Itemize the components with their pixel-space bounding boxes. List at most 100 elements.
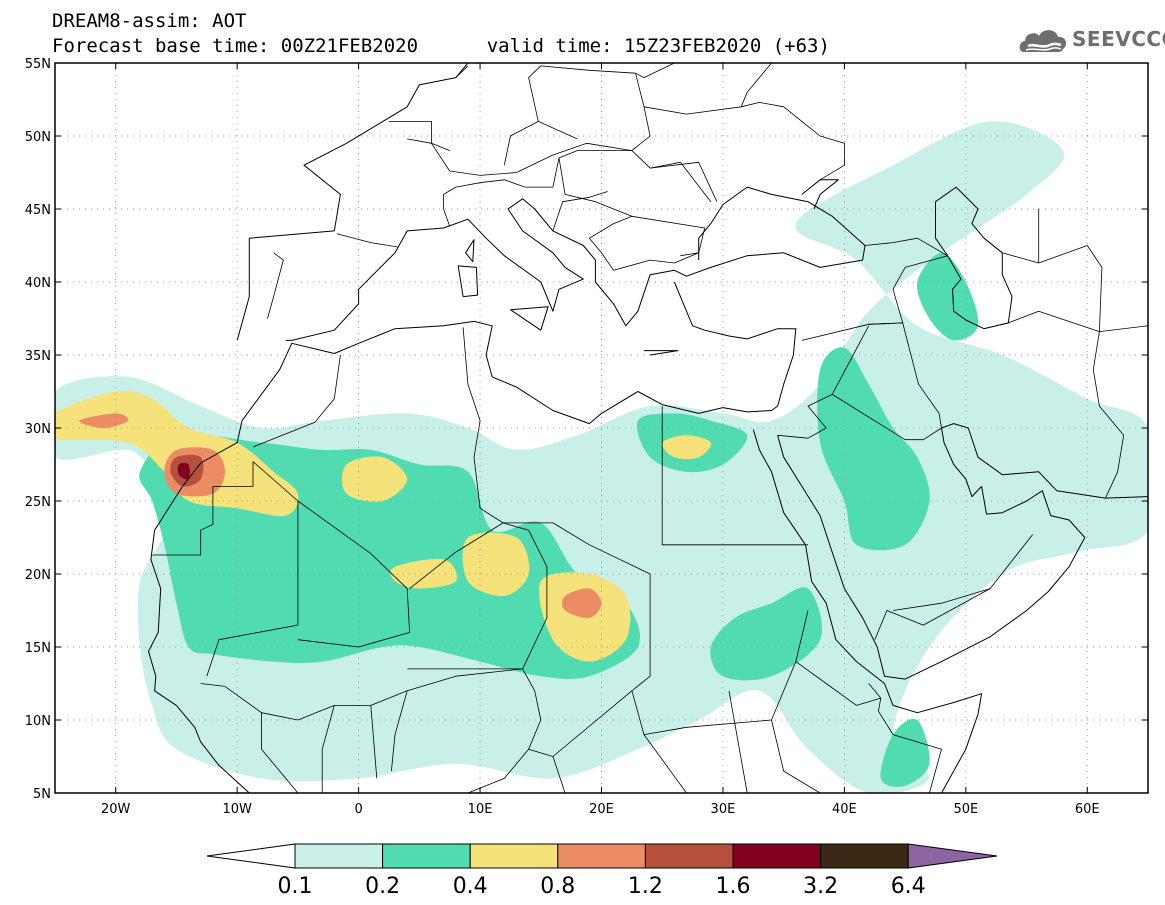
- dust-region-level-3: [341, 456, 408, 502]
- country-border: [728, 690, 748, 793]
- dust-region-level-6: [177, 462, 190, 480]
- coastlines: [148, 63, 1148, 793]
- dust-fields: [55, 121, 1148, 793]
- country-border: [650, 161, 718, 202]
- valid-time-value: 15Z23FEB2020 (+63): [623, 35, 830, 57]
- country-border: [152, 461, 254, 556]
- country-border: [868, 683, 942, 793]
- country-border: [522, 668, 633, 757]
- country-border: [321, 705, 335, 793]
- country-border: [389, 121, 432, 144]
- country-borders: [152, 63, 1148, 793]
- lon-tick-label: 10E: [468, 802, 493, 817]
- coastline: [752, 429, 983, 793]
- colorbar-level-label: 0.2: [365, 874, 400, 899]
- coastline: [644, 350, 679, 356]
- lat-tick-label: 5N: [33, 787, 51, 802]
- country-border: [206, 461, 299, 677]
- country-border: [552, 756, 566, 793]
- country-border: [864, 237, 948, 268]
- country-border: [589, 215, 699, 271]
- colorbar-level-label: 0.8: [540, 874, 575, 899]
- lat-tick-label: 40N: [25, 276, 51, 291]
- graticule: [55, 63, 1148, 793]
- lat-tick-label: 50N: [25, 130, 51, 145]
- longitude-axis: 20W 10W 0 10E 20E 30E 40E 50E 60E: [101, 63, 1100, 817]
- lon-tick-label: 30E: [711, 802, 736, 817]
- lon-tick-label: 0: [354, 802, 362, 817]
- coastline: [148, 281, 797, 793]
- valid-time-prefix: valid time:: [486, 35, 624, 57]
- country-border: [261, 712, 299, 793]
- dust-region-level-4: [562, 588, 602, 618]
- colorbar-segment: [294, 843, 384, 869]
- colorbar-level-label: 6.4: [891, 874, 926, 899]
- lat-tick-label: 30N: [25, 422, 51, 437]
- base-time-prefix: Forecast base time:: [52, 35, 281, 57]
- country-border: [643, 734, 687, 793]
- colorbar-segment: [732, 843, 822, 869]
- coastline: [510, 306, 549, 331]
- dust-region-level-3: [661, 435, 712, 459]
- coastline: [465, 239, 475, 263]
- lon-tick-label: 20E: [589, 802, 614, 817]
- lon-tick-label: 40E: [832, 802, 857, 817]
- lon-tick-label: 50E: [953, 802, 978, 817]
- country-border: [983, 310, 1100, 332]
- dust-region-level-2: [710, 587, 822, 681]
- forecast-time-line: Forecast base time: 00Z21FEB2020 valid t…: [52, 35, 830, 57]
- colorbar-upper-extension: [907, 843, 998, 869]
- country-border: [503, 121, 578, 166]
- country-border: [503, 522, 651, 582]
- coastline: [285, 186, 866, 341]
- country-border: [370, 705, 378, 779]
- country-border: [631, 581, 809, 735]
- country-border: [391, 690, 408, 772]
- colorbar-level-label: 1.6: [716, 874, 751, 899]
- country-border: [868, 322, 942, 429]
- country-border: [552, 191, 608, 232]
- country-border: [892, 534, 1033, 611]
- lat-tick-label: 25N: [25, 495, 51, 510]
- country-border: [874, 588, 991, 640]
- country-border: [252, 354, 341, 448]
- colorbar-segment: [644, 843, 734, 869]
- lon-tick-label: 60E: [1075, 802, 1100, 817]
- dust-region-level-2: [817, 347, 930, 551]
- coastline: [801, 179, 839, 210]
- seevccc-logo: SEEVCCC: [1016, 22, 1165, 58]
- dust-region-level-2: [916, 252, 979, 341]
- colorbar-segment: [382, 843, 471, 869]
- colorbar-level-label: 1.2: [628, 874, 663, 899]
- country-border: [635, 63, 675, 78]
- cloud-logo-icon: [1019, 30, 1067, 52]
- lon-tick-label: 20W: [101, 802, 131, 817]
- colorbar-segment: [820, 843, 909, 869]
- country-border: [431, 142, 632, 176]
- country-border: [297, 500, 410, 648]
- colorbar: 0.1 0.2 0.4 0.8 1.2 1.6 3.2 6.4: [206, 843, 998, 899]
- dust-region-level-3: [462, 532, 530, 597]
- country-border: [455, 65, 469, 78]
- country-border: [462, 327, 504, 524]
- country-border: [831, 394, 942, 441]
- colorbar-segment: [557, 843, 646, 869]
- colorbar-level-label: 0.4: [453, 874, 488, 899]
- country-border: [443, 179, 526, 227]
- country-border: [661, 406, 808, 546]
- country-border: [741, 102, 845, 181]
- map-title: DREAM8-assim: AOT: [52, 10, 247, 32]
- country-border: [407, 522, 548, 670]
- lat-tick-label: 45N: [25, 203, 51, 218]
- country-border: [431, 142, 450, 151]
- logo-text: SEEVCCC: [1072, 27, 1165, 51]
- dust-region-level-3: [390, 558, 458, 589]
- country-border: [525, 157, 560, 188]
- country-border: [795, 661, 881, 706]
- latitude-axis: 55N 50N 45N 40N 35N 30N 25N 20N 15N 10N 5N: [25, 57, 1148, 802]
- lat-tick-label: 55N: [25, 57, 51, 72]
- lat-tick-label: 10N: [25, 714, 51, 729]
- colorbar-lower-extension: [206, 843, 296, 869]
- country-border: [777, 325, 870, 439]
